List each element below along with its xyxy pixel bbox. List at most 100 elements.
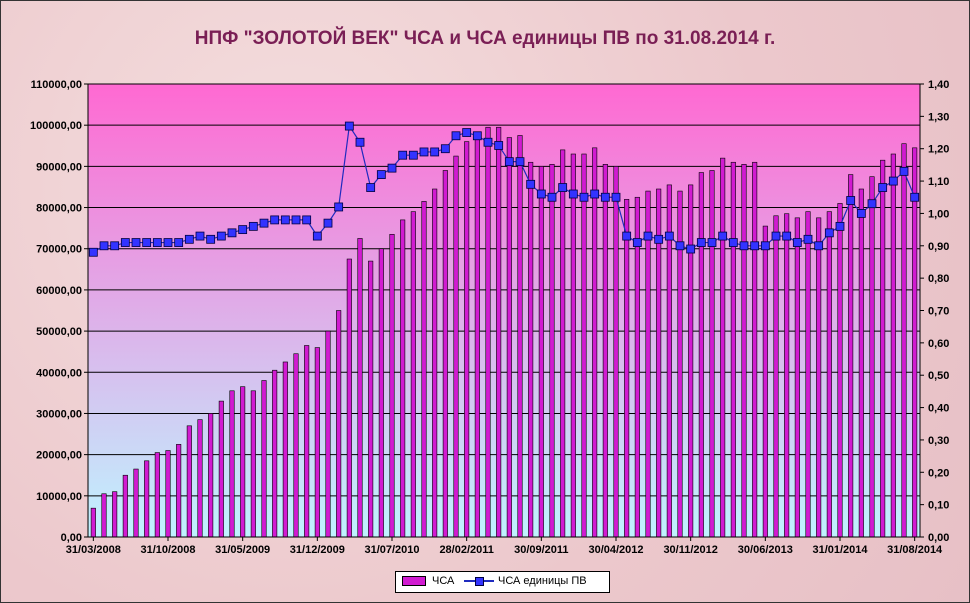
line-marker <box>835 221 845 231</box>
bar <box>570 153 576 538</box>
line-marker <box>387 163 397 173</box>
y-right-tick-label: 0,20 <box>928 467 949 479</box>
x-tick-label: 30/04/2012 <box>588 544 643 556</box>
bar <box>272 369 278 538</box>
bar <box>741 164 747 538</box>
line-marker <box>739 241 749 251</box>
line-marker <box>696 238 706 247</box>
plot-area <box>87 83 921 538</box>
line-marker <box>88 247 98 257</box>
line-marker <box>536 189 546 199</box>
bar <box>496 126 502 538</box>
bar <box>165 450 171 538</box>
legend-item-cha-unit: ЧСА единицы ПВ <box>464 575 587 587</box>
legend-swatch-line <box>464 576 494 586</box>
line-marker <box>163 238 173 247</box>
bar <box>261 380 267 538</box>
bar <box>154 452 160 538</box>
y-right-tick-label: 1,20 <box>928 144 949 156</box>
line-marker <box>579 192 589 202</box>
y-left-tick-label: 50000,00 <box>36 326 82 338</box>
legend: ЧСА ЧСА единицы ПВ <box>395 571 610 593</box>
x-tick-label: 31/03/2008 <box>66 544 121 556</box>
bar <box>880 159 886 538</box>
bar <box>826 211 832 538</box>
line-marker <box>227 228 237 238</box>
bar <box>560 149 566 538</box>
bar <box>304 345 310 538</box>
x-tick-label: 31/07/2010 <box>364 544 419 556</box>
line-marker <box>675 241 685 251</box>
line-marker <box>419 147 429 157</box>
line-marker <box>878 183 888 192</box>
line-marker <box>600 192 610 202</box>
line-marker <box>867 199 877 209</box>
bars-cha <box>90 126 918 538</box>
line-marker <box>718 231 728 241</box>
y-left-tick-label: 10000,00 <box>36 491 82 503</box>
bar <box>485 126 491 538</box>
line-marker <box>152 238 162 247</box>
bar <box>528 161 534 538</box>
line-marker <box>504 157 514 167</box>
line-marker <box>771 231 781 241</box>
bar <box>805 211 811 538</box>
bar <box>912 147 918 538</box>
y-left-tick-label: 0,00 <box>61 532 82 544</box>
x-tick-label: 31/05/2009 <box>215 544 270 556</box>
y-right-tick-label: 0,10 <box>928 500 949 512</box>
bar <box>112 491 118 538</box>
line-marker <box>856 209 866 218</box>
line-marker <box>707 238 717 247</box>
y-left-tick-label: 40000,00 <box>36 367 82 379</box>
legend-swatch-bar <box>402 576 426 586</box>
bar <box>602 164 608 538</box>
bar <box>506 137 512 538</box>
line-marker <box>899 166 909 176</box>
line-marker <box>622 231 632 241</box>
line-marker <box>590 189 600 199</box>
line-marker <box>814 241 824 251</box>
bar <box>314 347 320 538</box>
bar <box>122 474 128 538</box>
y-right-tick-label: 0,30 <box>928 435 949 447</box>
x-tick-label: 31/01/2014 <box>812 544 868 556</box>
bar <box>474 133 480 538</box>
line-marker <box>803 234 813 244</box>
bar <box>282 361 288 538</box>
y-left-tick-label: 20000,00 <box>36 450 82 462</box>
line-marker <box>259 218 269 228</box>
bar <box>698 172 704 538</box>
x-tick-label: 31/12/2009 <box>290 544 345 556</box>
line-marker <box>430 147 440 157</box>
bar <box>208 413 214 538</box>
line-marker <box>654 234 664 244</box>
y-right-tick-label: 0,70 <box>928 306 949 318</box>
line-marker <box>750 241 760 251</box>
bar <box>432 188 438 538</box>
line-marker <box>643 231 653 241</box>
x-tick-label: 30/09/2011 <box>514 544 568 556</box>
bar <box>410 211 416 538</box>
bar <box>453 155 459 538</box>
bar <box>613 166 619 538</box>
bar <box>645 190 651 538</box>
line-marker <box>238 225 248 235</box>
bar <box>186 425 192 538</box>
bar <box>890 153 896 538</box>
y-left-tick-label: 100000,00 <box>30 120 82 132</box>
line-marker <box>248 221 258 231</box>
y-right-tick-label: 0,80 <box>928 273 949 285</box>
bar <box>357 238 363 538</box>
legend-item-cha: ЧСА <box>402 575 454 587</box>
line-cha-unit <box>88 121 920 257</box>
bar <box>549 164 555 538</box>
line-marker <box>408 150 418 160</box>
line-marker <box>547 192 557 202</box>
legend-label-cha-unit: ЧСА единицы ПВ <box>498 575 587 587</box>
line-marker <box>312 231 322 241</box>
legend-label-cha: ЧСА <box>432 575 455 587</box>
bar <box>90 507 96 538</box>
x-tick-label: 31/10/2008 <box>140 544 195 556</box>
